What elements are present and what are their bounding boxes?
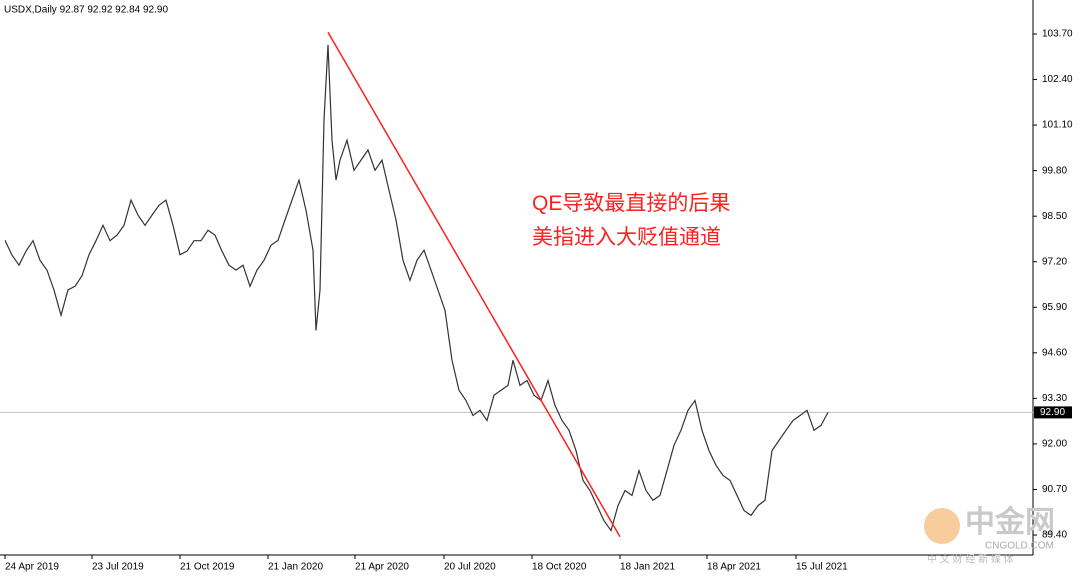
annotation: QE导致最直接的后果 bbox=[532, 192, 730, 215]
y-tick-label: 92.00 bbox=[1042, 439, 1067, 450]
watermark-logo bbox=[924, 508, 960, 544]
x-tick-label: 20 Jul 2020 bbox=[444, 562, 496, 573]
x-tick-label: 18 Apr 2021 bbox=[707, 562, 761, 573]
x-tick-label: 21 Apr 2020 bbox=[355, 562, 409, 573]
watermark: 中 文 财 经 新 媒 体 bbox=[927, 553, 1014, 566]
y-tick-label: 97.20 bbox=[1042, 256, 1067, 267]
chart-header: USDX,Daily 92.87 92.92 92.84 92.90 bbox=[4, 5, 168, 16]
price-line bbox=[4, 44, 829, 532]
x-tick-label: 23 Jul 2019 bbox=[92, 562, 144, 573]
x-tick-label: 15 Jul 2021 bbox=[796, 562, 848, 573]
x-tick-label: 18 Oct 2020 bbox=[532, 562, 587, 573]
x-tick-label: 18 Jan 2021 bbox=[620, 562, 675, 573]
y-tick-label: 102.40 bbox=[1042, 74, 1073, 85]
y-tick-label: 89.40 bbox=[1042, 530, 1067, 541]
y-tick-label: 94.60 bbox=[1042, 347, 1067, 358]
x-tick-label: 21 Oct 2019 bbox=[180, 562, 235, 573]
y-tick-label: 90.70 bbox=[1042, 484, 1067, 495]
y-tick-label: 99.80 bbox=[1042, 165, 1067, 176]
watermark: 中金网 bbox=[965, 505, 1055, 539]
y-tick-label: 98.50 bbox=[1042, 211, 1067, 222]
trend-line bbox=[327, 31, 621, 538]
current-price-label: 92.90 bbox=[1040, 407, 1065, 418]
watermark: CNGOLD.COM bbox=[985, 541, 1054, 552]
y-tick-label: 95.90 bbox=[1042, 302, 1067, 313]
annotation: 美指进入大贬值通道 bbox=[532, 226, 721, 249]
y-tick-label: 101.10 bbox=[1042, 120, 1073, 131]
y-tick-label: 93.30 bbox=[1042, 393, 1067, 404]
x-tick-label: 21 Jan 2020 bbox=[268, 562, 323, 573]
x-tick-label: 24 Apr 2019 bbox=[5, 562, 59, 573]
current-price-box bbox=[1034, 406, 1072, 419]
y-tick-label: 103.70 bbox=[1042, 29, 1073, 40]
